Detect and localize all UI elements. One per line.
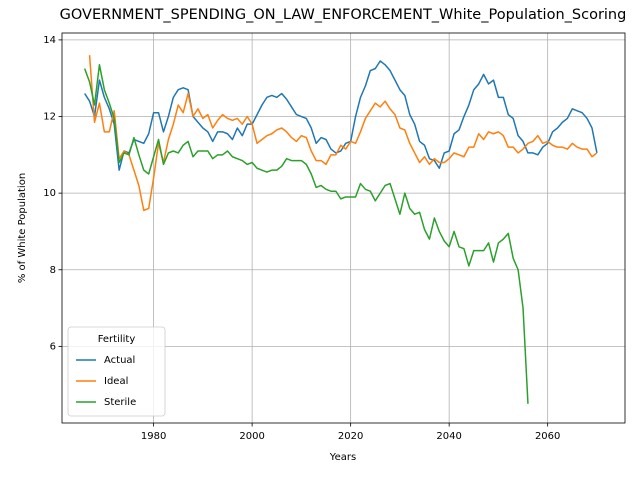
x-tick-label: 2020 bbox=[338, 431, 363, 442]
x-tick-label: 2000 bbox=[239, 431, 264, 442]
x-tick-label: 1980 bbox=[141, 431, 166, 442]
series-line bbox=[88, 55, 598, 212]
y-axis-label: % of White Population bbox=[17, 173, 28, 283]
y-tick-label: 6 bbox=[50, 341, 56, 352]
legend-label: Actual bbox=[104, 355, 135, 366]
legend-box bbox=[67, 326, 166, 417]
legend: Fertility Actual Ideal Sterile bbox=[67, 326, 166, 417]
y-tick-label: 14 bbox=[43, 35, 56, 46]
y-tick-label: 8 bbox=[50, 265, 56, 276]
legend-label: Sterile bbox=[104, 397, 136, 408]
legend-label: Ideal bbox=[104, 376, 128, 387]
plot-frame bbox=[61, 32, 626, 424]
x-axis-label: Years bbox=[329, 452, 356, 463]
chart-title: GOVERNMENT_SPENDING_ON_LAW_ENFORCEMENT_W… bbox=[60, 7, 627, 23]
series-line bbox=[84, 60, 598, 171]
y-tick-label: 10 bbox=[43, 188, 56, 199]
x-tick-label: 2040 bbox=[436, 431, 461, 442]
series-line bbox=[83, 64, 529, 404]
x-tick-label: 2060 bbox=[535, 431, 560, 442]
legend-title: Fertility bbox=[98, 334, 136, 345]
y-tick-label: 12 bbox=[43, 112, 56, 123]
